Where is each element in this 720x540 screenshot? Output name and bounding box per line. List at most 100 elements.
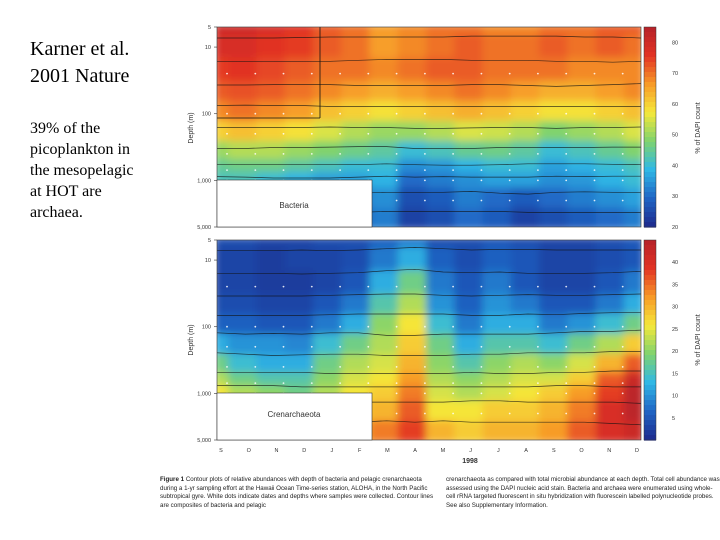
crenarchaeota-colorbar-segment bbox=[644, 395, 656, 401]
crenarchaeota-contour-line bbox=[217, 385, 641, 388]
bacteria-contour-line bbox=[217, 83, 641, 87]
crenarchaeota-sample-dot bbox=[480, 325, 483, 328]
crenarchaeota-sample-dot bbox=[508, 412, 511, 415]
crenarchaeota-colorbar-segment bbox=[644, 400, 656, 406]
crenarchaeota-colorbar-segment bbox=[644, 415, 656, 421]
crenarchaeota-sample-dot bbox=[508, 382, 511, 384]
crenarchaeota-heatmap-cell bbox=[623, 420, 641, 440]
bacteria-sample-dot bbox=[593, 153, 596, 155]
crenarchaeota-sample-dot bbox=[452, 325, 454, 328]
bacteria-sample-dot bbox=[339, 72, 341, 75]
bacteria-sample-dot bbox=[537, 199, 539, 202]
bacteria-sample-dot bbox=[395, 132, 398, 135]
crenarchaeota-colorbar-tick-label: 5 bbox=[672, 416, 675, 422]
bacteria-colorbar-segment bbox=[644, 177, 656, 183]
year-label: 1998 bbox=[462, 458, 478, 465]
crenarchaeota-heatmap-cell bbox=[482, 420, 517, 440]
crenarchaeota-sample-dot bbox=[508, 366, 511, 368]
crenarchaeota-sample-dot bbox=[537, 382, 539, 384]
crenarchaeota-sample-dot bbox=[395, 366, 398, 368]
crenarchaeota-heatmap-cell bbox=[426, 420, 461, 440]
crenarchaeota-sample-dot bbox=[537, 366, 539, 368]
crenarchaeota-heatmap-cell bbox=[623, 400, 641, 427]
bacteria-sample-dot bbox=[621, 199, 624, 202]
bacteria-ylabel: Depth (m) bbox=[188, 112, 195, 143]
crenarchaeota-heatmap-cell bbox=[454, 420, 489, 440]
bacteria-colorbar-segment bbox=[644, 87, 656, 93]
crenarchaeota-sample-dot bbox=[565, 285, 568, 288]
crenarchaeota-sample-dot bbox=[254, 382, 257, 384]
crenarchaeota-panel: Crenarchaeota 5 10 100 1,000 5,000 Depth (m)… bbox=[188, 238, 702, 444]
bacteria-colorbar-segment bbox=[644, 57, 656, 63]
crenarchaeota-colorbar-segment bbox=[644, 275, 656, 281]
bacteria-sample-dot bbox=[480, 153, 483, 155]
crenarchaeota-colorbar-segment bbox=[644, 330, 656, 336]
crenarchaeota-sample-dot bbox=[508, 285, 511, 288]
crenarchaeota-sample-dot bbox=[282, 366, 285, 368]
crenarchaeota-sample-dot bbox=[593, 382, 596, 384]
bacteria-sample-dot bbox=[226, 72, 228, 75]
crenarchaeota-sample-dot bbox=[480, 345, 483, 348]
crenarchaeota-sample-dot bbox=[537, 392, 539, 395]
crenarchaeota-colorbar-segment bbox=[644, 265, 656, 271]
bacteria-colorbar-segment bbox=[644, 122, 656, 128]
crenarchaeota-sample-dot bbox=[424, 345, 426, 348]
crenarchaeota-contour-line bbox=[217, 329, 641, 336]
crenarchaeota-colorbar-segment bbox=[644, 345, 656, 351]
crenarchaeota-sample-dot bbox=[452, 366, 454, 368]
bacteria-colorbar: 20 30 40 50 60 70 80 bbox=[643, 26, 678, 231]
bacteria-sample-dot bbox=[621, 179, 624, 182]
bacteria-colorbar-segment bbox=[644, 152, 656, 158]
crenarchaeota-sample-dot bbox=[593, 285, 596, 288]
crenarchaeota-colorbar-segment bbox=[644, 240, 656, 246]
bacteria-colorbar-segment bbox=[644, 42, 656, 48]
bacteria-label-box bbox=[216, 179, 373, 228]
bacteria-colorbar-segment bbox=[644, 102, 656, 108]
crenarchaeota-sample-dot bbox=[565, 366, 568, 368]
bacteria-sample-dot bbox=[508, 132, 511, 135]
slide-body-line-4: at HOT are bbox=[30, 183, 102, 200]
crenarchaeota-colorbar-segment bbox=[644, 410, 656, 416]
bacteria-sample-dot bbox=[593, 132, 596, 135]
bacteria-sample-dot bbox=[537, 112, 539, 115]
month-tick-label: N bbox=[607, 448, 611, 454]
crenarchaeota-sample-dot bbox=[537, 345, 539, 348]
bacteria-sample-dot bbox=[395, 169, 398, 172]
bacteria-colorbar-segment bbox=[644, 67, 656, 73]
month-tick-label: J bbox=[497, 448, 500, 454]
bacteria-sample-dot bbox=[395, 199, 398, 202]
crenarchaeota-colorbar-label: % of DAPI count bbox=[695, 314, 702, 365]
crenarchaeota-sample-dot bbox=[621, 382, 624, 384]
bacteria-colorbar-tick-label: 70 bbox=[672, 71, 678, 77]
bacteria-sample-dot bbox=[508, 169, 511, 172]
crenarchaeota-colorbar-segment bbox=[644, 285, 656, 291]
bacteria-colorbar-segment bbox=[644, 27, 656, 33]
bacteria-sample-dot bbox=[395, 72, 398, 75]
crenarchaeota-colorbar-segment bbox=[644, 290, 656, 296]
crenarchaeota-heatmap-cell bbox=[623, 333, 641, 360]
crenarchaeota-colorbar-segment bbox=[644, 260, 656, 266]
bacteria-sample-dot bbox=[537, 153, 539, 155]
crenarchaeota-colorbar-segment bbox=[644, 380, 656, 386]
bacteria-colorbar-segment bbox=[644, 82, 656, 88]
crenarchaeota-colorbar-tick-label: 35 bbox=[672, 282, 678, 288]
crenarchaeota-colorbar-segment bbox=[644, 425, 656, 431]
month-tick-label: O bbox=[579, 448, 584, 454]
crenarchaeota-sample-dot bbox=[452, 392, 454, 395]
bacteria-sample-dot bbox=[480, 199, 483, 202]
month-tick-label: D bbox=[302, 448, 306, 454]
bacteria-heatmap-cell bbox=[482, 207, 517, 227]
bacteria-sample-dot bbox=[508, 112, 511, 115]
crenarchaeota-sample-dot bbox=[593, 325, 596, 328]
crenarchaeota-sample-dot bbox=[367, 345, 370, 348]
bacteria-sample-dot bbox=[424, 199, 426, 202]
bacteria-sample-dot bbox=[508, 199, 511, 202]
month-tick-label: A bbox=[413, 448, 417, 454]
crenarchaeota-sample-dot bbox=[593, 392, 596, 395]
crenarchaeota-colorbar-segment bbox=[644, 405, 656, 411]
bacteria-sample-dot bbox=[254, 153, 257, 155]
crenarchaeota-sample-dot bbox=[424, 325, 426, 328]
slide-body-line-2: picoplankton in bbox=[30, 141, 130, 158]
bacteria-sample-dot bbox=[508, 153, 511, 155]
bacteria-colorbar-segment bbox=[644, 197, 656, 203]
